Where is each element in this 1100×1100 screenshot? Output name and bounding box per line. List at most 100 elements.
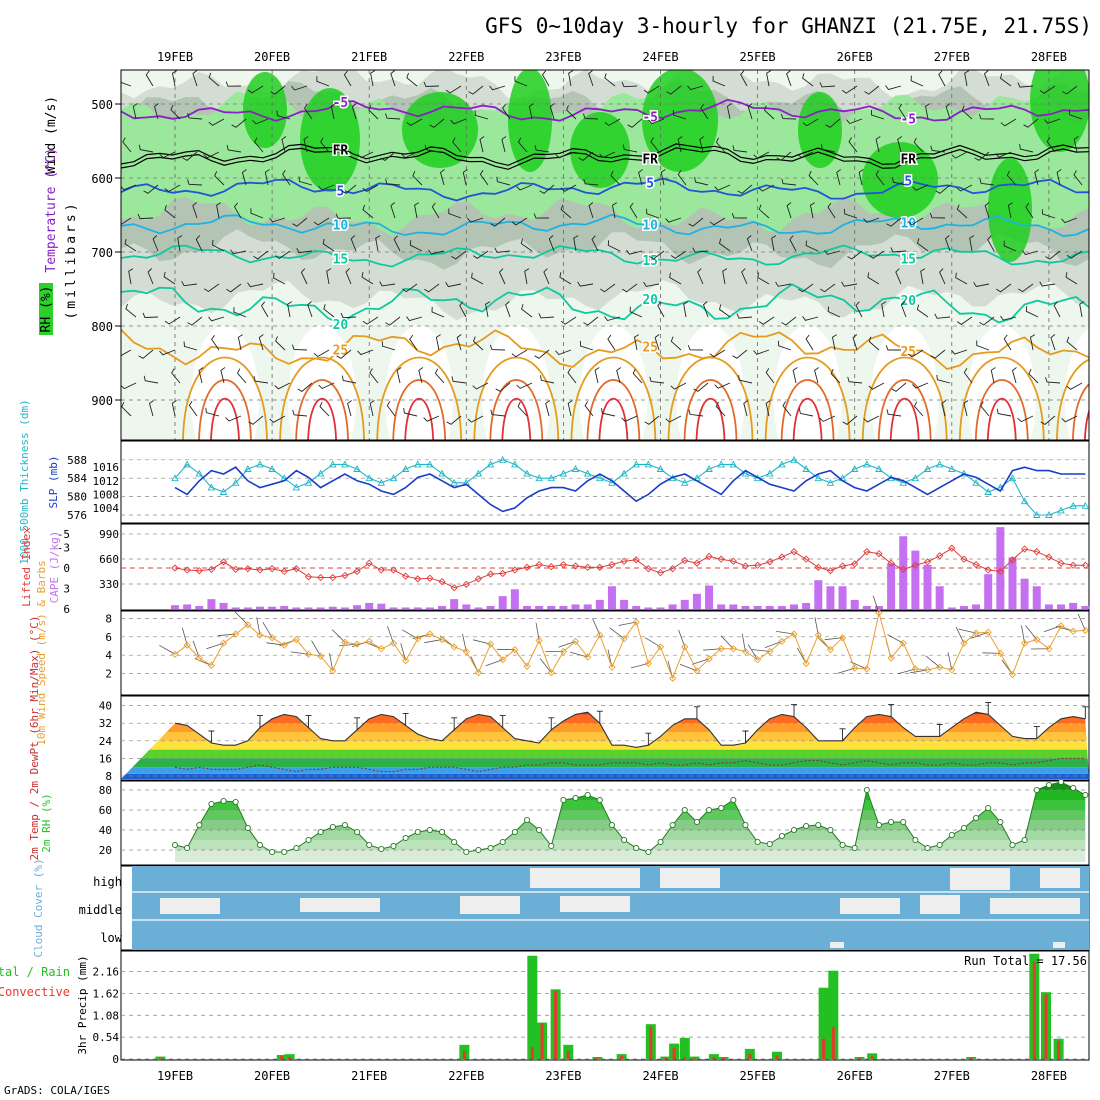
surface-wind-barb	[747, 644, 758, 661]
temperature-band	[121, 740, 1089, 750]
wind-barb	[171, 400, 177, 417]
wind-barb	[330, 103, 336, 120]
wind-barb	[369, 368, 379, 384]
isotherm-loop	[182, 356, 268, 440]
x-tick-label-bottom: 23FEB	[545, 1069, 581, 1083]
wind-barb	[650, 137, 660, 153]
wind-barb	[714, 184, 731, 191]
wind-barb	[870, 109, 885, 120]
wind-barb	[611, 202, 618, 219]
precip-convective-bar	[620, 1055, 624, 1059]
rh-marker	[815, 821, 822, 829]
lifted-index-marker	[899, 565, 907, 573]
thickness-marker	[413, 460, 422, 468]
rh-marker	[948, 831, 955, 839]
wind-barb	[270, 85, 286, 95]
temp-maxmin-whisker	[1033, 726, 1040, 739]
wind-barb	[591, 235, 599, 252]
wind-barb	[248, 415, 264, 425]
lifted-index-marker	[936, 552, 944, 560]
x-tick-label-top: 27FEB	[934, 50, 970, 64]
y-tick-label: -5	[57, 528, 70, 541]
temp-maxmin-whisker	[499, 715, 506, 728]
wind-barb	[164, 184, 181, 193]
cape-bar	[692, 593, 701, 609]
wind-barb	[672, 110, 687, 120]
temperature-band	[121, 732, 1089, 741]
cloud-clear-gap	[950, 868, 1010, 890]
wind-speed-marker	[851, 664, 859, 672]
rh-dry-plume	[579, 325, 648, 440]
thickness-marker	[571, 465, 580, 472]
wind-barb	[843, 208, 858, 219]
lifted-index-marker	[644, 565, 652, 573]
surface-wind-barb	[609, 627, 625, 639]
isotherm-label: 10	[900, 217, 916, 232]
isotherm-label: FR	[333, 144, 349, 159]
wind-barb	[555, 151, 572, 159]
temperature-band	[121, 749, 1089, 759]
wind-barb	[930, 145, 946, 153]
rh2m-panel: 20 40 60 80 2m RH (%)	[40, 778, 1090, 866]
lifted-index-marker	[972, 560, 980, 569]
wind-barb	[786, 202, 792, 219]
wind-barb	[709, 349, 726, 358]
wind-barb	[841, 281, 858, 287]
wind-barb	[471, 272, 484, 285]
wind-barb	[789, 235, 797, 252]
rh-marker	[499, 838, 506, 846]
rh-marker	[293, 844, 300, 852]
rh-marker	[778, 832, 785, 840]
wind-barb	[409, 334, 418, 351]
wind-barb	[892, 177, 907, 186]
wind-barb	[533, 213, 550, 219]
wind-barb	[269, 217, 286, 223]
panel-frame	[120, 610, 1090, 696]
rh-marker	[196, 821, 203, 829]
wind-barb	[181, 281, 198, 287]
wind-speed-marker	[499, 656, 507, 664]
wind-speed-marker	[511, 646, 519, 654]
wind-barb	[318, 382, 335, 390]
wind-barb	[322, 238, 335, 252]
wind-barb	[1073, 170, 1083, 186]
wind-barb	[955, 272, 968, 285]
lifted-index-marker	[171, 564, 179, 572]
thickness-marker	[863, 460, 871, 468]
panel-frame	[120, 950, 1090, 1061]
wind-barb	[163, 271, 176, 285]
wind-speed-marker	[535, 636, 543, 645]
rh-marker	[742, 821, 749, 829]
surface-wind-barb	[644, 637, 661, 648]
wind-barb	[182, 151, 198, 161]
isotherm-loop	[473, 356, 560, 440]
thickness-marker	[948, 465, 956, 472]
wind-barb	[1039, 85, 1056, 94]
wind-barb	[549, 103, 555, 120]
precip-total-bar	[660, 1056, 671, 1059]
cape-bar	[984, 574, 993, 609]
wind-barb	[307, 301, 313, 318]
wind-barb	[930, 349, 946, 359]
wind-barb	[539, 184, 555, 194]
wind-barb	[225, 81, 242, 87]
wind-barb	[753, 349, 770, 355]
wind-barb	[385, 113, 401, 120]
wind-barb	[247, 85, 264, 94]
ylabel-cape: CAPE (J/kg)	[48, 531, 61, 604]
wind-barb	[699, 136, 705, 153]
wind-barb	[208, 72, 220, 87]
precip-convective-bar	[540, 1023, 544, 1059]
wind-barb	[1056, 169, 1062, 186]
lifted-index-marker	[414, 575, 422, 583]
cape-bar	[874, 605, 883, 609]
thickness-marker	[705, 465, 713, 472]
cloud-clear-gap	[1040, 868, 1080, 888]
wind-speed-marker	[863, 665, 871, 673]
thickness-marker	[1020, 497, 1029, 505]
wind-speed-marker	[219, 639, 228, 647]
isotherm-label: 15	[900, 253, 916, 268]
wind-barb	[649, 250, 665, 260]
wind-barb	[171, 368, 181, 384]
wind-barb	[521, 304, 533, 318]
